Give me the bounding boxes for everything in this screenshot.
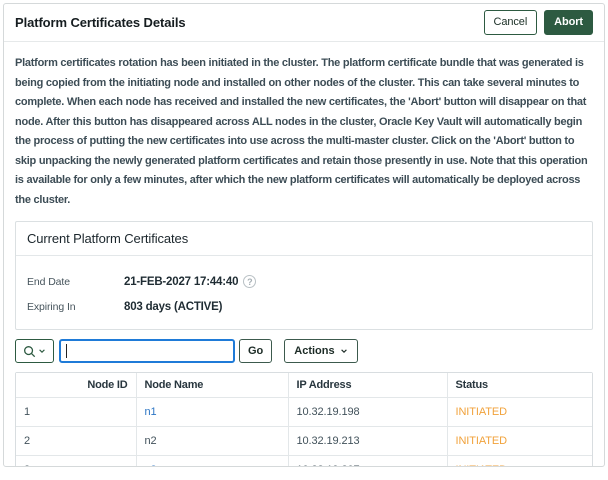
report-toolbar: Go Actions xyxy=(15,339,593,363)
cell-ip-address: 10.32.19.213 xyxy=(287,426,448,456)
status-badge: INITIATED xyxy=(446,455,592,466)
node-name-link: n2 xyxy=(144,435,157,447)
end-date-row: End Date 21-FEB-2027 17:44:40 xyxy=(27,275,581,288)
cell-ip-address: 10.32.19.198 xyxy=(287,397,448,427)
current-certificates-section: Current Platform Certificates End Date 2… xyxy=(15,221,593,330)
expiring-in-value: 803 days (ACTIVE) xyxy=(124,301,223,313)
cell-node-id: 3 xyxy=(16,455,137,466)
search-input[interactable] xyxy=(59,339,235,363)
actions-label: Actions xyxy=(294,345,335,357)
end-date-text: 21-FEB-2027 17:44:40 xyxy=(124,275,239,288)
search-icon xyxy=(24,345,36,357)
cell-node-id: 1 xyxy=(16,397,137,427)
abort-button[interactable]: Abort xyxy=(544,10,593,35)
section-title: Current Platform Certificates xyxy=(16,222,592,256)
search-field-wrap xyxy=(59,339,235,363)
chevron-down-icon xyxy=(340,349,347,353)
column-header-status[interactable]: Status xyxy=(446,373,592,398)
go-button[interactable]: Go xyxy=(239,339,273,363)
platform-certificates-dialog: Platform Certificates Details Cancel Abo… xyxy=(3,3,605,467)
section-body: End Date 21-FEB-2027 17:44:40 Expiring I… xyxy=(16,256,592,329)
end-date-value: 21-FEB-2027 17:44:40 xyxy=(124,275,257,288)
rotation-description-text: Platform certificates rotation has been … xyxy=(15,57,588,206)
table-row: 2 n2 10.32.19.213 INITIATED xyxy=(16,426,592,456)
cell-node-id: 2 xyxy=(16,426,137,456)
column-header-node-name[interactable]: Node Name xyxy=(135,373,289,398)
chevron-down-icon xyxy=(39,349,45,353)
header-buttons: Cancel Abort xyxy=(483,10,593,35)
cell-ip-address: 10.32.19.207 xyxy=(287,455,448,466)
table-header-row: Node ID Node Name IP Address Status xyxy=(16,373,592,398)
page-title: Platform Certificates Details xyxy=(15,15,186,30)
nodes-table-region: Node ID Node Name IP Address Status 1 n1… xyxy=(15,372,593,466)
actions-menu-button[interactable]: Actions xyxy=(284,339,358,363)
node-name-link[interactable]: n1 xyxy=(144,406,157,418)
cancel-button[interactable]: Cancel xyxy=(483,10,538,35)
dialog-header: Platform Certificates Details Cancel Abo… xyxy=(4,4,604,42)
status-badge: INITIATED xyxy=(446,426,592,456)
text-caret xyxy=(66,344,67,358)
search-dropdown-button[interactable] xyxy=(15,339,54,363)
table-row: 1 n1 10.32.19.198 INITIATED xyxy=(16,397,592,427)
node-name-link[interactable]: n3 xyxy=(145,464,157,466)
table-row: 3 n3 10.32.19.207 INITIATED xyxy=(16,455,592,466)
expiring-in-row: Expiring In 803 days (ACTIVE) xyxy=(27,301,581,313)
help-icon[interactable] xyxy=(243,275,257,288)
nodes-table: Node ID Node Name IP Address Status 1 n1… xyxy=(16,373,592,466)
end-date-label: End Date xyxy=(27,275,70,288)
column-header-node-id[interactable]: Node ID xyxy=(16,373,137,398)
column-header-ip-address[interactable]: IP Address xyxy=(287,373,448,398)
status-badge: INITIATED xyxy=(446,397,592,427)
expiring-in-label: Expiring In xyxy=(27,301,76,313)
